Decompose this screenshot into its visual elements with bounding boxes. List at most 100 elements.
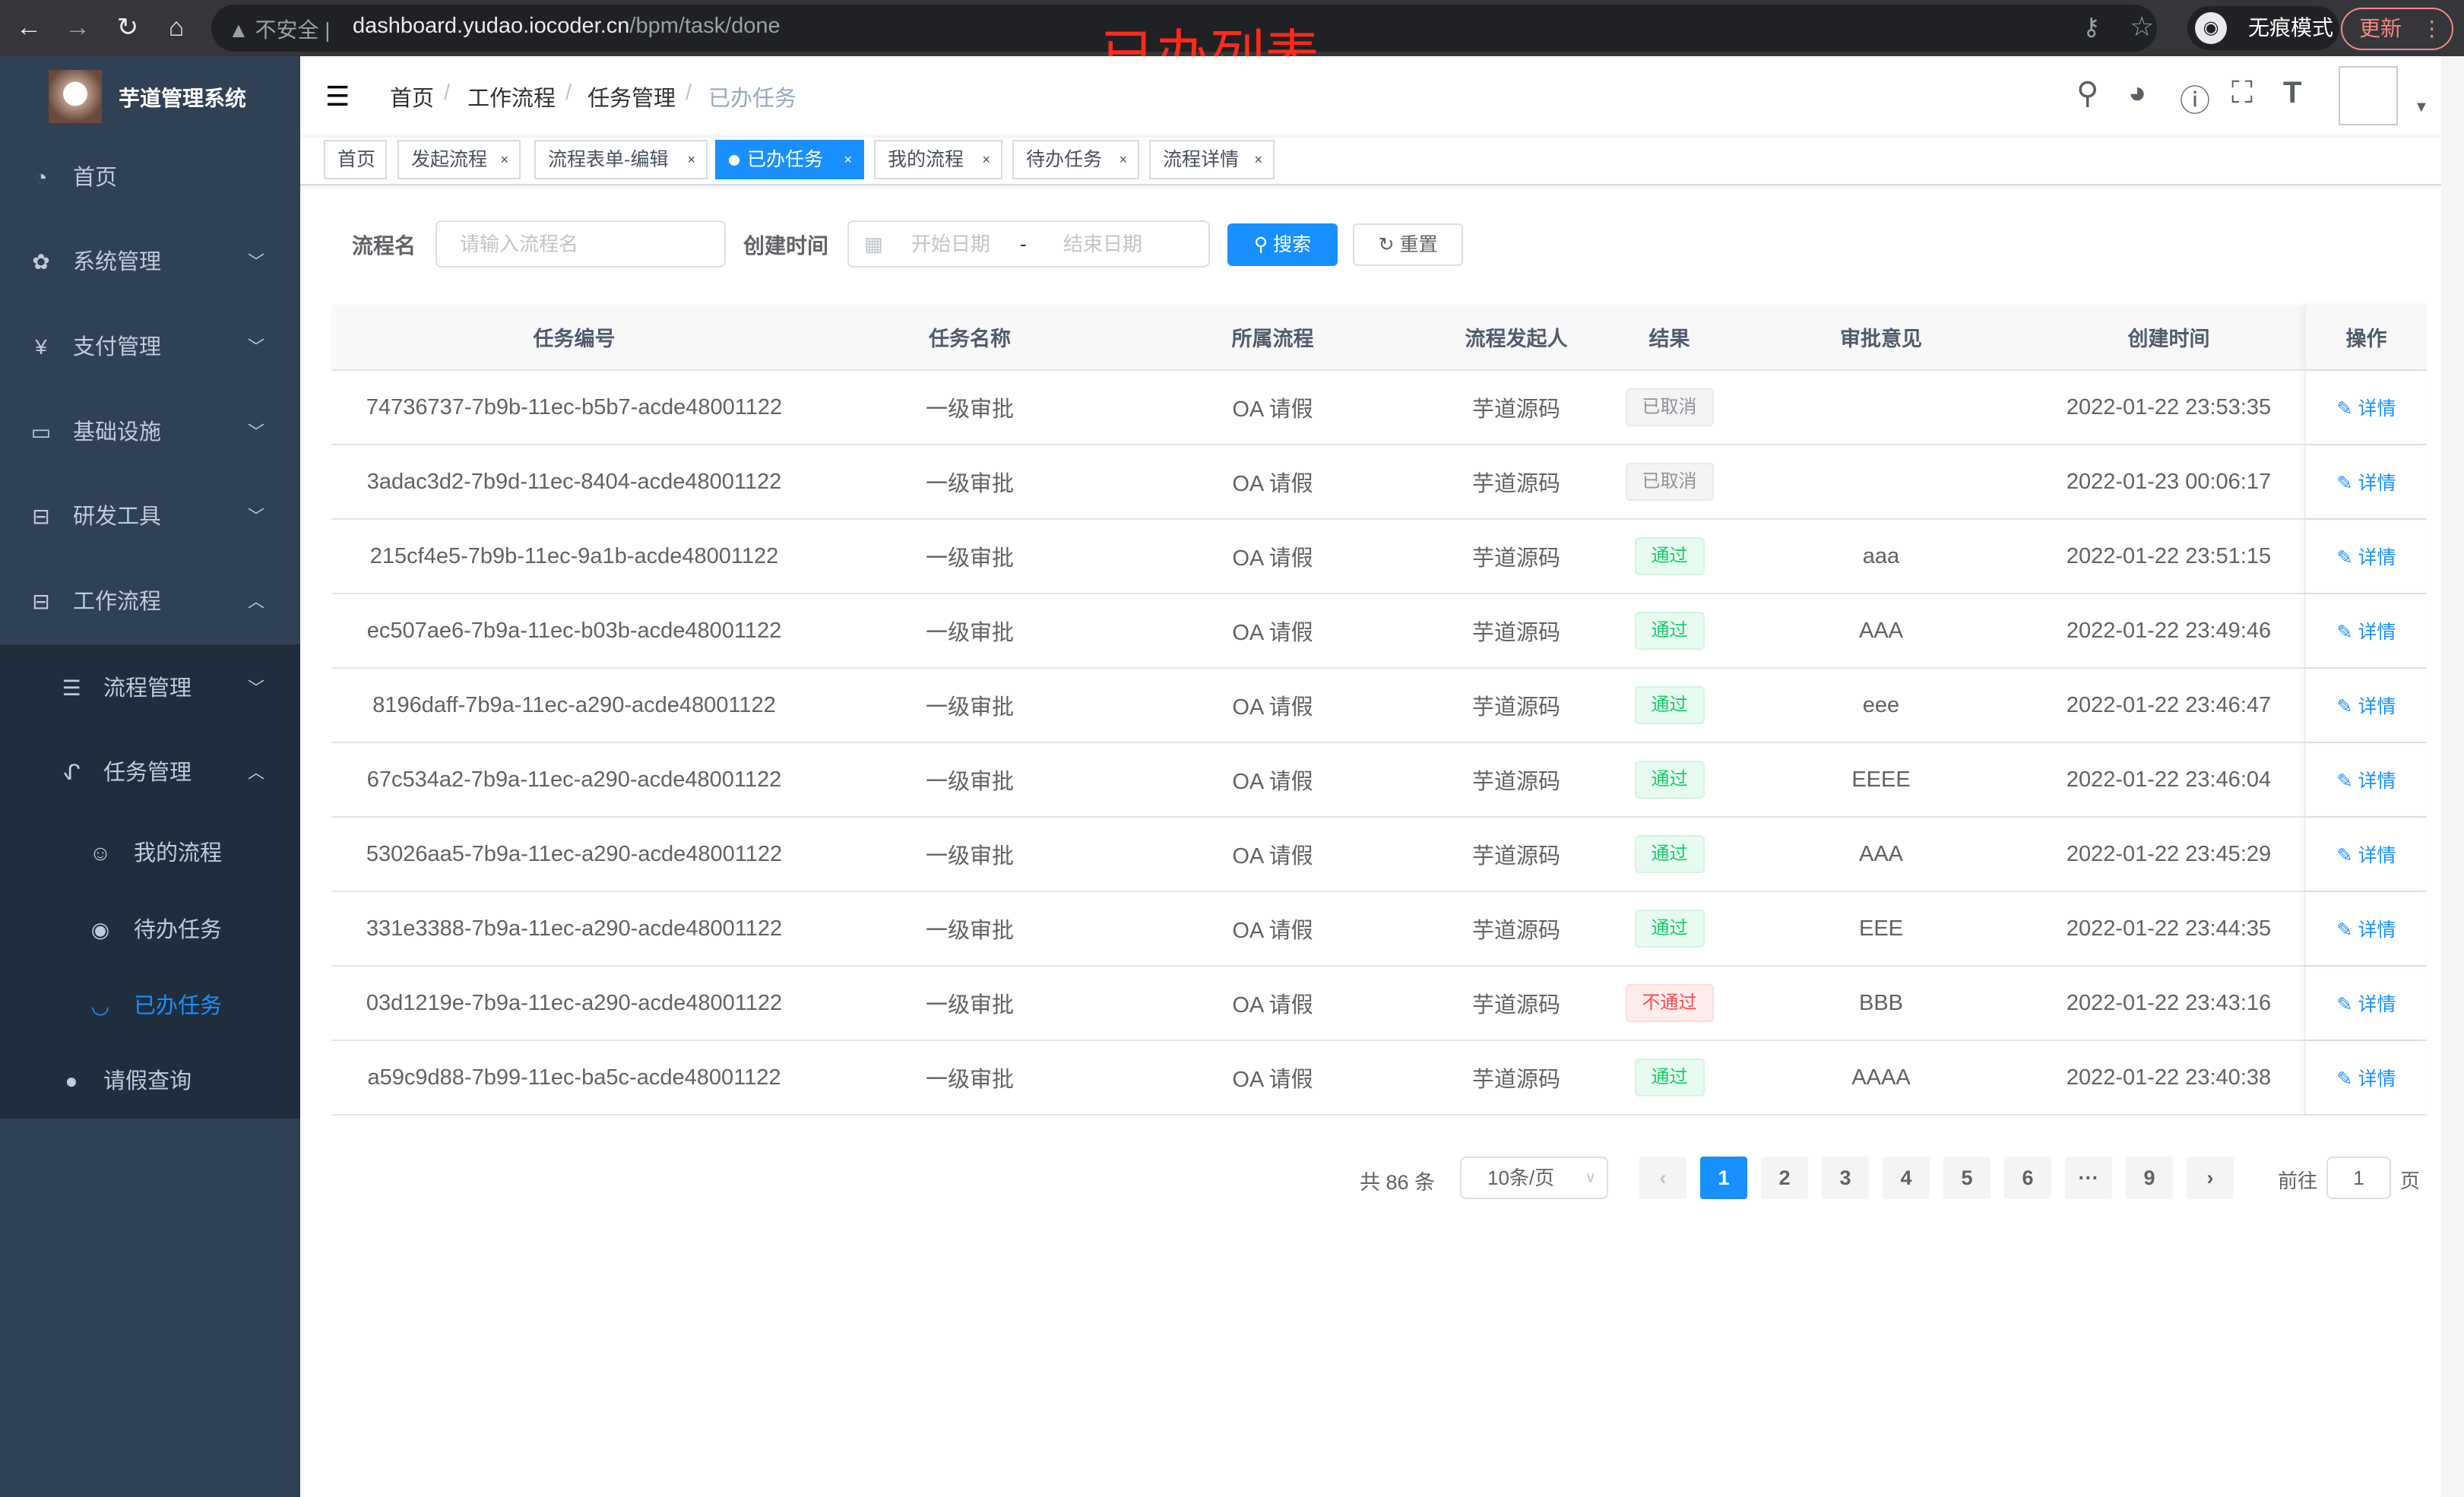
close-icon[interactable]: × bbox=[844, 152, 852, 167]
close-icon[interactable]: × bbox=[1119, 152, 1127, 167]
page-size-select[interactable]: 10条/页 ∨ bbox=[1460, 1157, 1608, 1199]
column-header: 任务名称 bbox=[929, 328, 1011, 350]
detail-link[interactable]: ✎ 详情 bbox=[2337, 915, 2396, 942]
breadcrumb-home[interactable]: 首页 bbox=[390, 87, 435, 111]
reset-button[interactable]: ↻ 重置 bbox=[1353, 223, 1463, 266]
page-button[interactable]: 3 bbox=[1822, 1157, 1869, 1199]
cell-initiator: 芋道源码 bbox=[1471, 546, 1560, 571]
result-badge: 通过 bbox=[1634, 612, 1705, 650]
detail-link[interactable]: ✎ 详情 bbox=[2337, 989, 2396, 1017]
close-icon[interactable]: × bbox=[687, 152, 695, 167]
sidebar-item-0[interactable]: ◔ 首页 bbox=[0, 135, 300, 220]
close-icon[interactable]: × bbox=[982, 152, 990, 167]
toolbox-icon: ⊟ bbox=[32, 590, 50, 613]
github-icon[interactable]: ◕ bbox=[2128, 76, 2147, 109]
page-scrollbar[interactable] bbox=[2441, 56, 2464, 1497]
page-button[interactable]: ··· bbox=[2065, 1157, 2112, 1199]
tag-2[interactable]: 流程表单-编辑 × bbox=[534, 140, 708, 179]
forward-icon[interactable]: → bbox=[65, 13, 90, 42]
tag-label: 已办任务 bbox=[747, 149, 824, 170]
sidebar-item-5[interactable]: ⊟ 工作流程 ︿ bbox=[0, 559, 300, 644]
detail-label: 详情 bbox=[2358, 473, 2396, 494]
sidebar-item-11[interactable]: ● 请假查询 bbox=[0, 1043, 300, 1119]
cell-process: OA 请假 bbox=[1232, 993, 1313, 1018]
search-button-label: 搜索 bbox=[1273, 234, 1312, 255]
detail-link[interactable]: ✎ 详情 bbox=[2337, 468, 2396, 495]
avatar[interactable] bbox=[2339, 66, 2398, 125]
home-icon[interactable]: ⌂ bbox=[168, 13, 185, 42]
tag-3[interactable]: 已办任务 × bbox=[715, 140, 864, 179]
sidebar-item-2[interactable]: ¥ 支付管理 ﹀ bbox=[0, 305, 300, 390]
close-icon[interactable]: × bbox=[500, 152, 508, 167]
sidebar-item-10[interactable]: ◡ 已办任务 bbox=[0, 968, 300, 1044]
search-button[interactable]: ⚲ 搜索 bbox=[1227, 223, 1338, 266]
sidebar-item-7[interactable]: ᖋ 任务管理 ︿ bbox=[0, 730, 300, 815]
task-icon: ᖋ bbox=[62, 761, 81, 784]
tag-6[interactable]: 流程详情 × bbox=[1149, 140, 1275, 179]
back-icon[interactable]: ← bbox=[16, 13, 42, 42]
cell-task-name: 一级审批 bbox=[925, 844, 1014, 869]
detail-link[interactable]: ✎ 详情 bbox=[2337, 617, 2396, 644]
sidebar-item-4[interactable]: ⊟ 研发工具 ﹀ bbox=[0, 474, 300, 559]
detail-link[interactable]: ✎ 详情 bbox=[2337, 840, 2396, 868]
sidebar-item-3[interactable]: ▭ 基础设施 ﹀ bbox=[0, 390, 300, 475]
gear-icon: ✿ bbox=[32, 250, 50, 274]
cell-create-time: 2022-01-22 23:51:15 bbox=[2066, 543, 2272, 568]
fullscreen-icon[interactable]: ⛶ bbox=[2231, 76, 2253, 109]
sidebar-item-6[interactable]: ☰ 流程管理 ﹀ bbox=[0, 646, 300, 731]
detail-link[interactable]: ✎ 详情 bbox=[2337, 766, 2396, 793]
goto-page-input[interactable]: 1 bbox=[2326, 1157, 2391, 1199]
address-bar[interactable] bbox=[211, 5, 2157, 52]
process-name-input[interactable]: 请输入流程名 bbox=[435, 220, 726, 267]
hamburger-icon[interactable]: ☰ bbox=[325, 81, 350, 112]
chevron-icon: ︿ bbox=[248, 592, 265, 611]
edit-icon: ✎ bbox=[2336, 696, 2358, 717]
page-button[interactable]: 6 bbox=[2004, 1157, 2051, 1199]
help-icon[interactable]: ⓘ bbox=[2180, 84, 2210, 118]
caret-down-icon[interactable]: ▼ bbox=[2414, 99, 2429, 116]
action-cell: ✎ 详情 bbox=[2304, 892, 2427, 965]
star-icon[interactable]: ☆ bbox=[2130, 11, 2155, 42]
tag-1[interactable]: 发起流程 × bbox=[397, 140, 521, 179]
next-page-button[interactable]: › bbox=[2187, 1157, 2234, 1199]
detail-link[interactable]: ✎ 详情 bbox=[2337, 543, 2396, 570]
detail-label: 详情 bbox=[2358, 845, 2396, 866]
action-cell: ✎ 详情 bbox=[2304, 669, 2427, 742]
breadcrumb-task[interactable]: 任务管理 bbox=[587, 87, 676, 111]
sidebar-item-label: 流程管理 bbox=[103, 676, 192, 701]
chevron-icon: ﹀ bbox=[248, 507, 265, 526]
end-date-input[interactable]: 结束日期 bbox=[1063, 233, 1143, 255]
reload-icon[interactable]: ↻ bbox=[116, 13, 139, 42]
detail-link[interactable]: ✎ 详情 bbox=[2337, 1064, 2396, 1091]
page-button[interactable]: 2 bbox=[1761, 1157, 1808, 1199]
page-button[interactable]: 5 bbox=[1943, 1157, 1991, 1199]
page-button[interactable]: 1 bbox=[1700, 1157, 1747, 1199]
date-range-picker[interactable]: ▦ 开始日期 - 结束日期 bbox=[847, 220, 1210, 267]
start-date-input[interactable]: 开始日期 bbox=[911, 233, 991, 255]
cell-create-time: 2022-01-22 23:46:04 bbox=[2066, 767, 2272, 792]
breadcrumb-workflow[interactable]: 工作流程 bbox=[467, 87, 556, 111]
search-icon[interactable]: ⚲ bbox=[2076, 77, 2099, 110]
key-icon[interactable]: ⚷ bbox=[2082, 13, 2101, 40]
update-button[interactable]: 更新 ⋮ bbox=[2341, 8, 2453, 50]
url-text[interactable]: dashboard.yudao.iocoder.cn/bpm/task/done bbox=[353, 14, 781, 39]
sidebar-item-1[interactable]: ✿ 系统管理 ﹀ bbox=[0, 220, 300, 305]
sidebar-item-8[interactable]: ☺ 我的流程 bbox=[0, 815, 300, 891]
detail-link[interactable]: ✎ 详情 bbox=[2337, 692, 2396, 719]
table-row: a59c9d88-7b99-11ec-ba5c-acde48001122 一级审批… bbox=[331, 1041, 2427, 1116]
page-button[interactable]: 9 bbox=[2126, 1157, 2173, 1199]
prev-page-button[interactable]: ‹ bbox=[1639, 1157, 1686, 1199]
cell-process: OA 请假 bbox=[1232, 770, 1313, 794]
cell-task-name: 一级审批 bbox=[925, 993, 1014, 1018]
yen-icon: ¥ bbox=[35, 335, 47, 359]
page-button[interactable]: 4 bbox=[1883, 1157, 1930, 1199]
sidebar-item-9[interactable]: ◉ 待办任务 bbox=[0, 892, 300, 968]
breadcrumb-separator: / bbox=[565, 81, 572, 105]
detail-link[interactable]: ✎ 详情 bbox=[2337, 394, 2396, 421]
tag-5[interactable]: 待办任务 × bbox=[1012, 140, 1139, 179]
tag-0[interactable]: 首页 bbox=[324, 140, 387, 179]
detail-label: 详情 bbox=[2358, 696, 2396, 717]
tag-4[interactable]: 我的流程 × bbox=[874, 140, 1002, 179]
font-size-icon[interactable]: T bbox=[2283, 76, 2302, 109]
close-icon[interactable]: × bbox=[1254, 152, 1262, 167]
